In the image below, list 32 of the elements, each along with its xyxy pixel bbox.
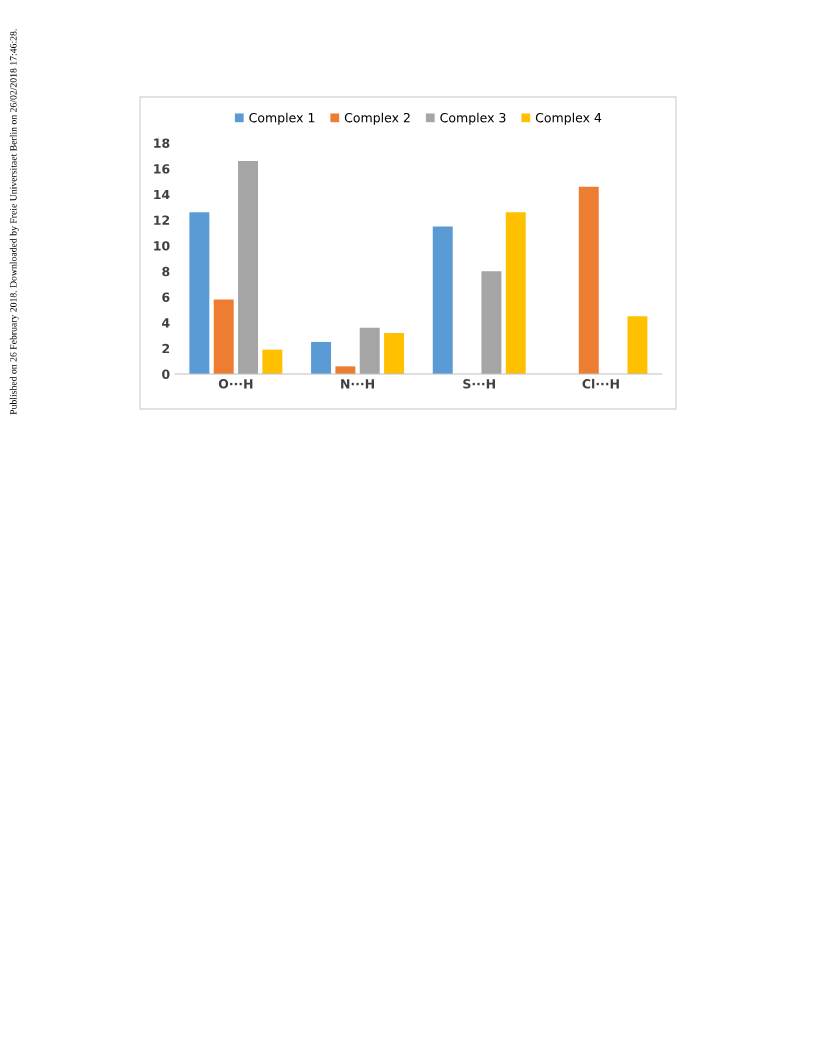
bar — [481, 271, 502, 375]
bar — [505, 212, 526, 375]
y-tick-label: 14 — [154, 189, 170, 200]
y-tick-label: 2 — [162, 343, 170, 354]
bar — [432, 226, 453, 375]
bar — [384, 332, 405, 375]
legend-label: Complex 3 — [440, 112, 506, 125]
legend-label: Complex 1 — [249, 112, 315, 125]
legend-label: Complex 2 — [344, 112, 410, 125]
legend-label: Complex 4 — [535, 112, 602, 125]
y-tick-label: 18 — [154, 138, 170, 148]
y-tick-label: 10 — [154, 241, 170, 251]
bar — [262, 349, 283, 375]
bar — [627, 316, 648, 375]
x-tick-label: S···H — [463, 379, 495, 389]
bar — [578, 186, 599, 375]
y-tick-label: 4 — [162, 318, 170, 328]
text: Published on 26 February 2018. Downloaded by Freie Universitaet Berlin on 26/02/2018 17:46:28. — [9, 29, 19, 415]
x-tick-label: O···H — [218, 379, 253, 389]
bar — [213, 299, 234, 375]
bar — [238, 160, 259, 375]
x-tick-label: N···H — [341, 379, 374, 389]
bar — [359, 327, 380, 375]
x-tick-label: Cl···H — [582, 378, 619, 389]
bar — [311, 341, 332, 375]
y-tick-label: 6 — [162, 292, 170, 302]
y-tick-label: 8 — [162, 266, 170, 277]
y-tick-label: 12 — [154, 215, 170, 225]
bar — [335, 366, 356, 375]
y-tick-label: 16 — [154, 164, 170, 174]
y-tick-label: 0 — [162, 369, 170, 379]
bar — [189, 212, 210, 375]
